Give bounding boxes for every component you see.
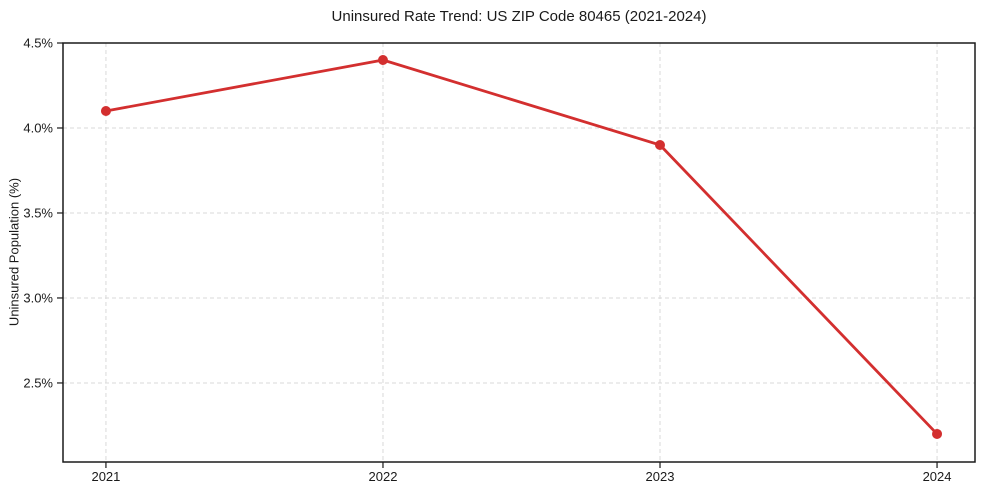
y-tick-label: 3.5% [23,205,53,220]
y-tick-label: 2.5% [23,375,53,390]
y-tick-label: 3.0% [23,290,53,305]
x-tick-label: 2023 [646,469,675,484]
data-point-2021 [100,105,111,116]
trend-line [104,58,939,436]
data-point-2024 [932,428,943,439]
x-tick-label: 2021 [91,469,120,484]
y-tick-label: 4.5% [23,36,53,51]
y-tick-label: 4.0% [23,120,53,135]
x-tick-label: 2022 [369,469,398,484]
data-point-2023 [655,139,666,150]
data-point-2022 [377,54,388,65]
x-tick-label: 2024 [923,469,952,484]
plot-border [62,42,976,463]
chart-title: Uninsured Rate Trend: US ZIP Code 80465 … [331,8,707,25]
